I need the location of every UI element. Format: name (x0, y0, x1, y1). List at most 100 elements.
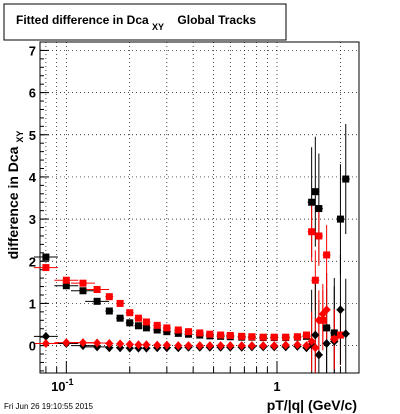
data-point-square (105, 293, 113, 301)
data-point-square (336, 331, 344, 339)
axis-ticks (40, 49, 341, 373)
data-point-square (315, 232, 323, 240)
data-point-square (323, 324, 331, 332)
data-point-diamond (93, 338, 102, 348)
y-axis-title-main: difference in Dca (5, 146, 21, 259)
x-tick-label-base: 10 (51, 379, 65, 394)
x-tick-label-exponent: -1 (66, 377, 74, 387)
data-point-diamond (195, 341, 204, 351)
data-point-diamond (307, 336, 316, 346)
data-point-diamond (341, 329, 350, 339)
data-point-diamond (153, 340, 162, 350)
data-point-diamond (281, 340, 290, 350)
data-point-diamond (314, 350, 323, 360)
data-point-square (163, 328, 171, 336)
title-box: Fitted difference in Dca XY Global Track… (3, 3, 287, 41)
data-point-square (315, 205, 323, 213)
data-point-square (217, 331, 225, 339)
data-point-diamond (322, 305, 331, 315)
y-tick-label: 3 (29, 212, 36, 227)
y-tick-label: 0 (29, 339, 36, 354)
data-point-square (93, 286, 101, 294)
y-axis-title: difference in Dca XY (5, 131, 25, 260)
data-point-square (342, 175, 350, 183)
data-point-square (302, 331, 310, 339)
data-point-square (163, 324, 171, 332)
data-point-square (293, 333, 301, 341)
data-point-diamond (174, 341, 183, 351)
data-point-diamond (162, 340, 171, 350)
data-point-square (311, 276, 319, 284)
data-point-square (238, 332, 246, 340)
data-point-square (62, 282, 70, 290)
data-point-square (308, 198, 316, 206)
data-point-square (134, 322, 142, 330)
data-point-diamond (311, 330, 320, 340)
data-point-diamond (41, 338, 50, 348)
data-point-square (153, 321, 161, 329)
chart-title-subscript: XY (152, 22, 164, 32)
title-box-frame (3, 3, 287, 41)
data-point-diamond (79, 338, 88, 348)
data-point-square (79, 279, 87, 287)
data-point-square (116, 299, 124, 307)
data-point-square (134, 314, 142, 322)
data-point-diamond (184, 341, 193, 351)
data-point-diamond (336, 305, 345, 315)
data-point-square (259, 333, 267, 341)
data-point-square (126, 309, 134, 317)
data-point-diamond (216, 341, 225, 351)
data-point-diamond (293, 340, 302, 350)
data-markers (41, 175, 350, 360)
data-point-diamond (322, 338, 331, 348)
data-point-square (42, 264, 50, 272)
tick-labels: 0 1 2 3 4 5 6 7 10-1 1 (29, 43, 281, 394)
data-point-square (79, 287, 87, 295)
data-point-diamond (116, 339, 125, 349)
data-point-square (174, 326, 182, 334)
y-axis-title-subscript: XY (15, 131, 25, 143)
data-point-square (282, 333, 290, 341)
data-point-square (93, 297, 101, 305)
data-point-diamond (247, 341, 256, 351)
data-point-diamond (205, 341, 214, 351)
data-point-square (226, 331, 234, 339)
x-tick-label: 10-1 (51, 377, 73, 394)
y-tick-label: 7 (29, 43, 36, 58)
data-point-square (323, 251, 331, 259)
data-point-square (184, 328, 192, 336)
data-point-diamond (142, 340, 151, 350)
data-point-diamond (134, 340, 143, 350)
data-point-diamond (314, 315, 323, 325)
data-point-square (105, 307, 113, 315)
data-point-diamond (270, 341, 279, 351)
data-point-square (42, 253, 50, 261)
data-point-diamond (311, 343, 320, 353)
data-point-square (126, 319, 134, 327)
data-point-diamond (41, 331, 50, 341)
x-tick-label: 1 (273, 379, 280, 394)
data-point-square (336, 215, 344, 223)
data-point-square (142, 318, 150, 326)
data-point-diamond (259, 341, 268, 351)
data-point-square (248, 333, 256, 341)
data-point-square (311, 188, 319, 196)
data-point-diamond (105, 338, 114, 348)
data-point-square (142, 324, 150, 332)
data-point-square (270, 333, 278, 341)
data-point-square (206, 330, 214, 338)
data-point-diamond (237, 341, 246, 351)
y-tick-label: 2 (29, 254, 36, 269)
data-point-diamond (330, 334, 339, 344)
data-point-square (116, 314, 124, 322)
data-point-diamond (302, 341, 311, 351)
data-point-diamond (125, 339, 134, 349)
data-point-square (62, 276, 70, 284)
data-point-square (153, 326, 161, 334)
data-point-diamond (62, 338, 71, 348)
plot-area (39, 41, 360, 374)
data-point-square (196, 329, 204, 337)
y-tick-label: 4 (29, 170, 37, 185)
data-point-square (330, 329, 338, 337)
